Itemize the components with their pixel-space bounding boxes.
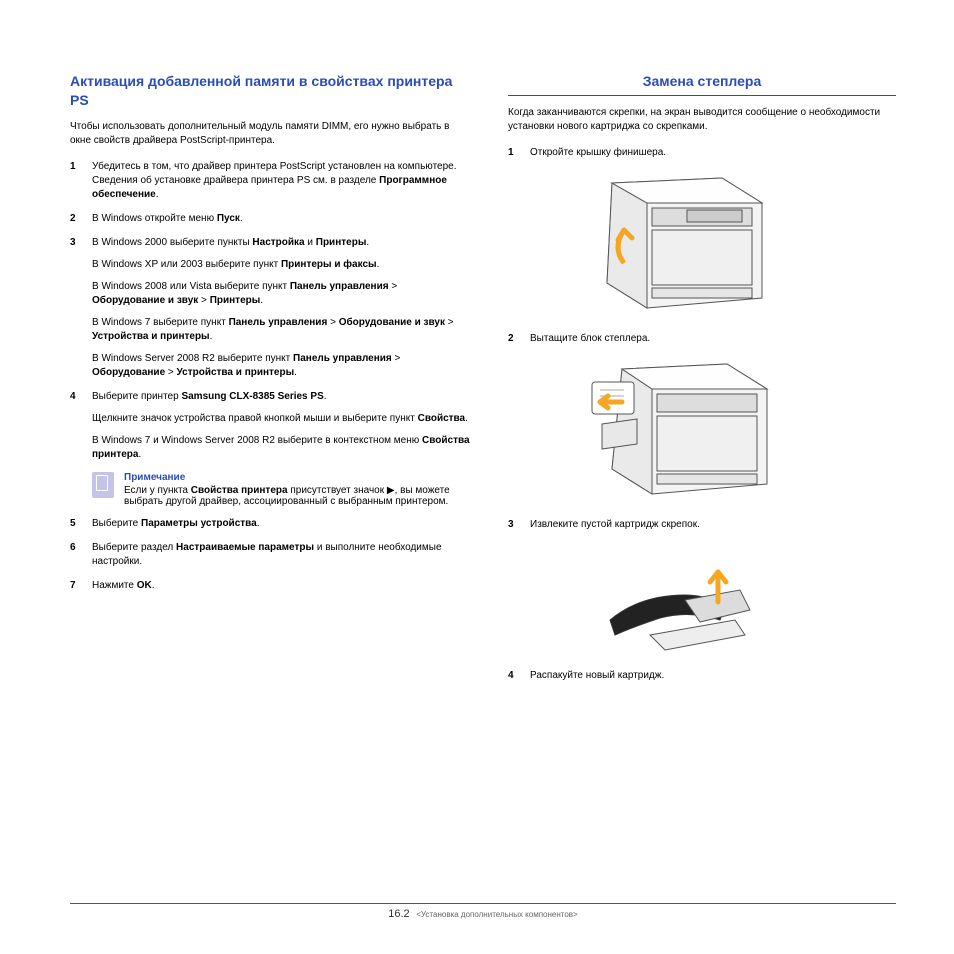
- step-3: В Windows 2000 выберите пункты Настройка…: [70, 236, 470, 380]
- left-heading: Активация добавленной памяти в свойствах…: [70, 72, 470, 110]
- step-6: Выберите раздел Настраиваемые параметры …: [70, 541, 470, 569]
- step-1: Убедитесь в том, что драйвер принтера Po…: [70, 160, 470, 202]
- right-column: Замена степлера Когда заканчиваются скре…: [508, 72, 896, 693]
- step-2: В Windows откройте меню Пуск.: [70, 212, 470, 226]
- page-footer: 16.2 <Установка дополнительных компонент…: [70, 903, 896, 920]
- note-icon: [92, 472, 114, 498]
- right-steps: Откройте крышку финишера.: [508, 146, 896, 683]
- step-4: Выберите принтер Samsung CLX-8385 Series…: [70, 390, 470, 462]
- printer-illustration-1: [552, 168, 782, 318]
- printer-illustration-2: [552, 354, 782, 504]
- r-step-3: Извлеките пустой картридж скрепок.: [508, 518, 896, 655]
- page-number: 16.2: [388, 908, 409, 920]
- note: Примечание Если у пункта Свойства принте…: [92, 472, 470, 507]
- note-title: Примечание: [124, 472, 470, 483]
- cartridge-illustration: [590, 540, 790, 655]
- right-heading: Замена степлера: [508, 72, 896, 96]
- left-column: Активация добавленной памяти в свойствах…: [70, 72, 470, 693]
- step-5: Выберите Параметры устройства.: [70, 517, 470, 531]
- note-text: Если у пункта Свойства принтера присутст…: [124, 485, 470, 507]
- step-7: Нажмите OK.: [70, 579, 470, 593]
- page: Активация добавленной памяти в свойствах…: [0, 0, 954, 733]
- r-step-1: Откройте крышку финишера.: [508, 146, 896, 318]
- left-steps: Убедитесь в том, что драйвер принтера Po…: [70, 160, 470, 462]
- r-step-4: Распакуйте новый картридж.: [508, 669, 896, 683]
- section-name: <Установка дополнительных компонентов>: [416, 910, 578, 919]
- left-steps-cont: Выберите Параметры устройства. Выберите …: [70, 517, 470, 593]
- right-intro: Когда заканчиваются скрепки, на экран вы…: [508, 106, 896, 134]
- left-intro: Чтобы использовать дополнительный модуль…: [70, 120, 470, 148]
- note-body: Примечание Если у пункта Свойства принте…: [124, 472, 470, 507]
- r-step-2: Вытащите блок степлера.: [508, 332, 896, 504]
